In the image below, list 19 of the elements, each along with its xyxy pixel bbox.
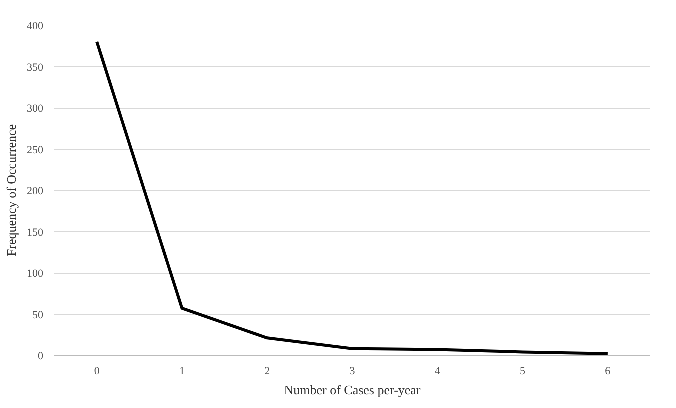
x-tick-label: 3 xyxy=(350,366,356,378)
x-tick-label: 4 xyxy=(434,366,441,378)
x-axis-title: Number of Cases per-year xyxy=(284,382,422,398)
y-axis-title: Frequency of Occurrence xyxy=(4,124,19,257)
line-series xyxy=(96,40,610,356)
x-tick-label: 0 xyxy=(94,366,100,378)
x-tick-label: 6 xyxy=(605,366,612,378)
x-tick-label: 5 xyxy=(520,366,526,378)
x-tick-label: 1 xyxy=(179,366,185,378)
y-tick-label: 350 xyxy=(27,62,44,74)
y-tick-label: 150 xyxy=(27,226,44,239)
y-tick-label: 250 xyxy=(27,144,44,156)
x-tick-label: 2 xyxy=(264,366,270,378)
y-tick-label: 300 xyxy=(27,103,44,115)
y-tick-label: 100 xyxy=(27,268,44,280)
y-tick-label: 50 xyxy=(32,309,44,322)
y-tick-label: 400 xyxy=(27,20,44,32)
y-tick-label: 200 xyxy=(27,186,44,198)
y-tick-label: 0 xyxy=(38,350,44,362)
